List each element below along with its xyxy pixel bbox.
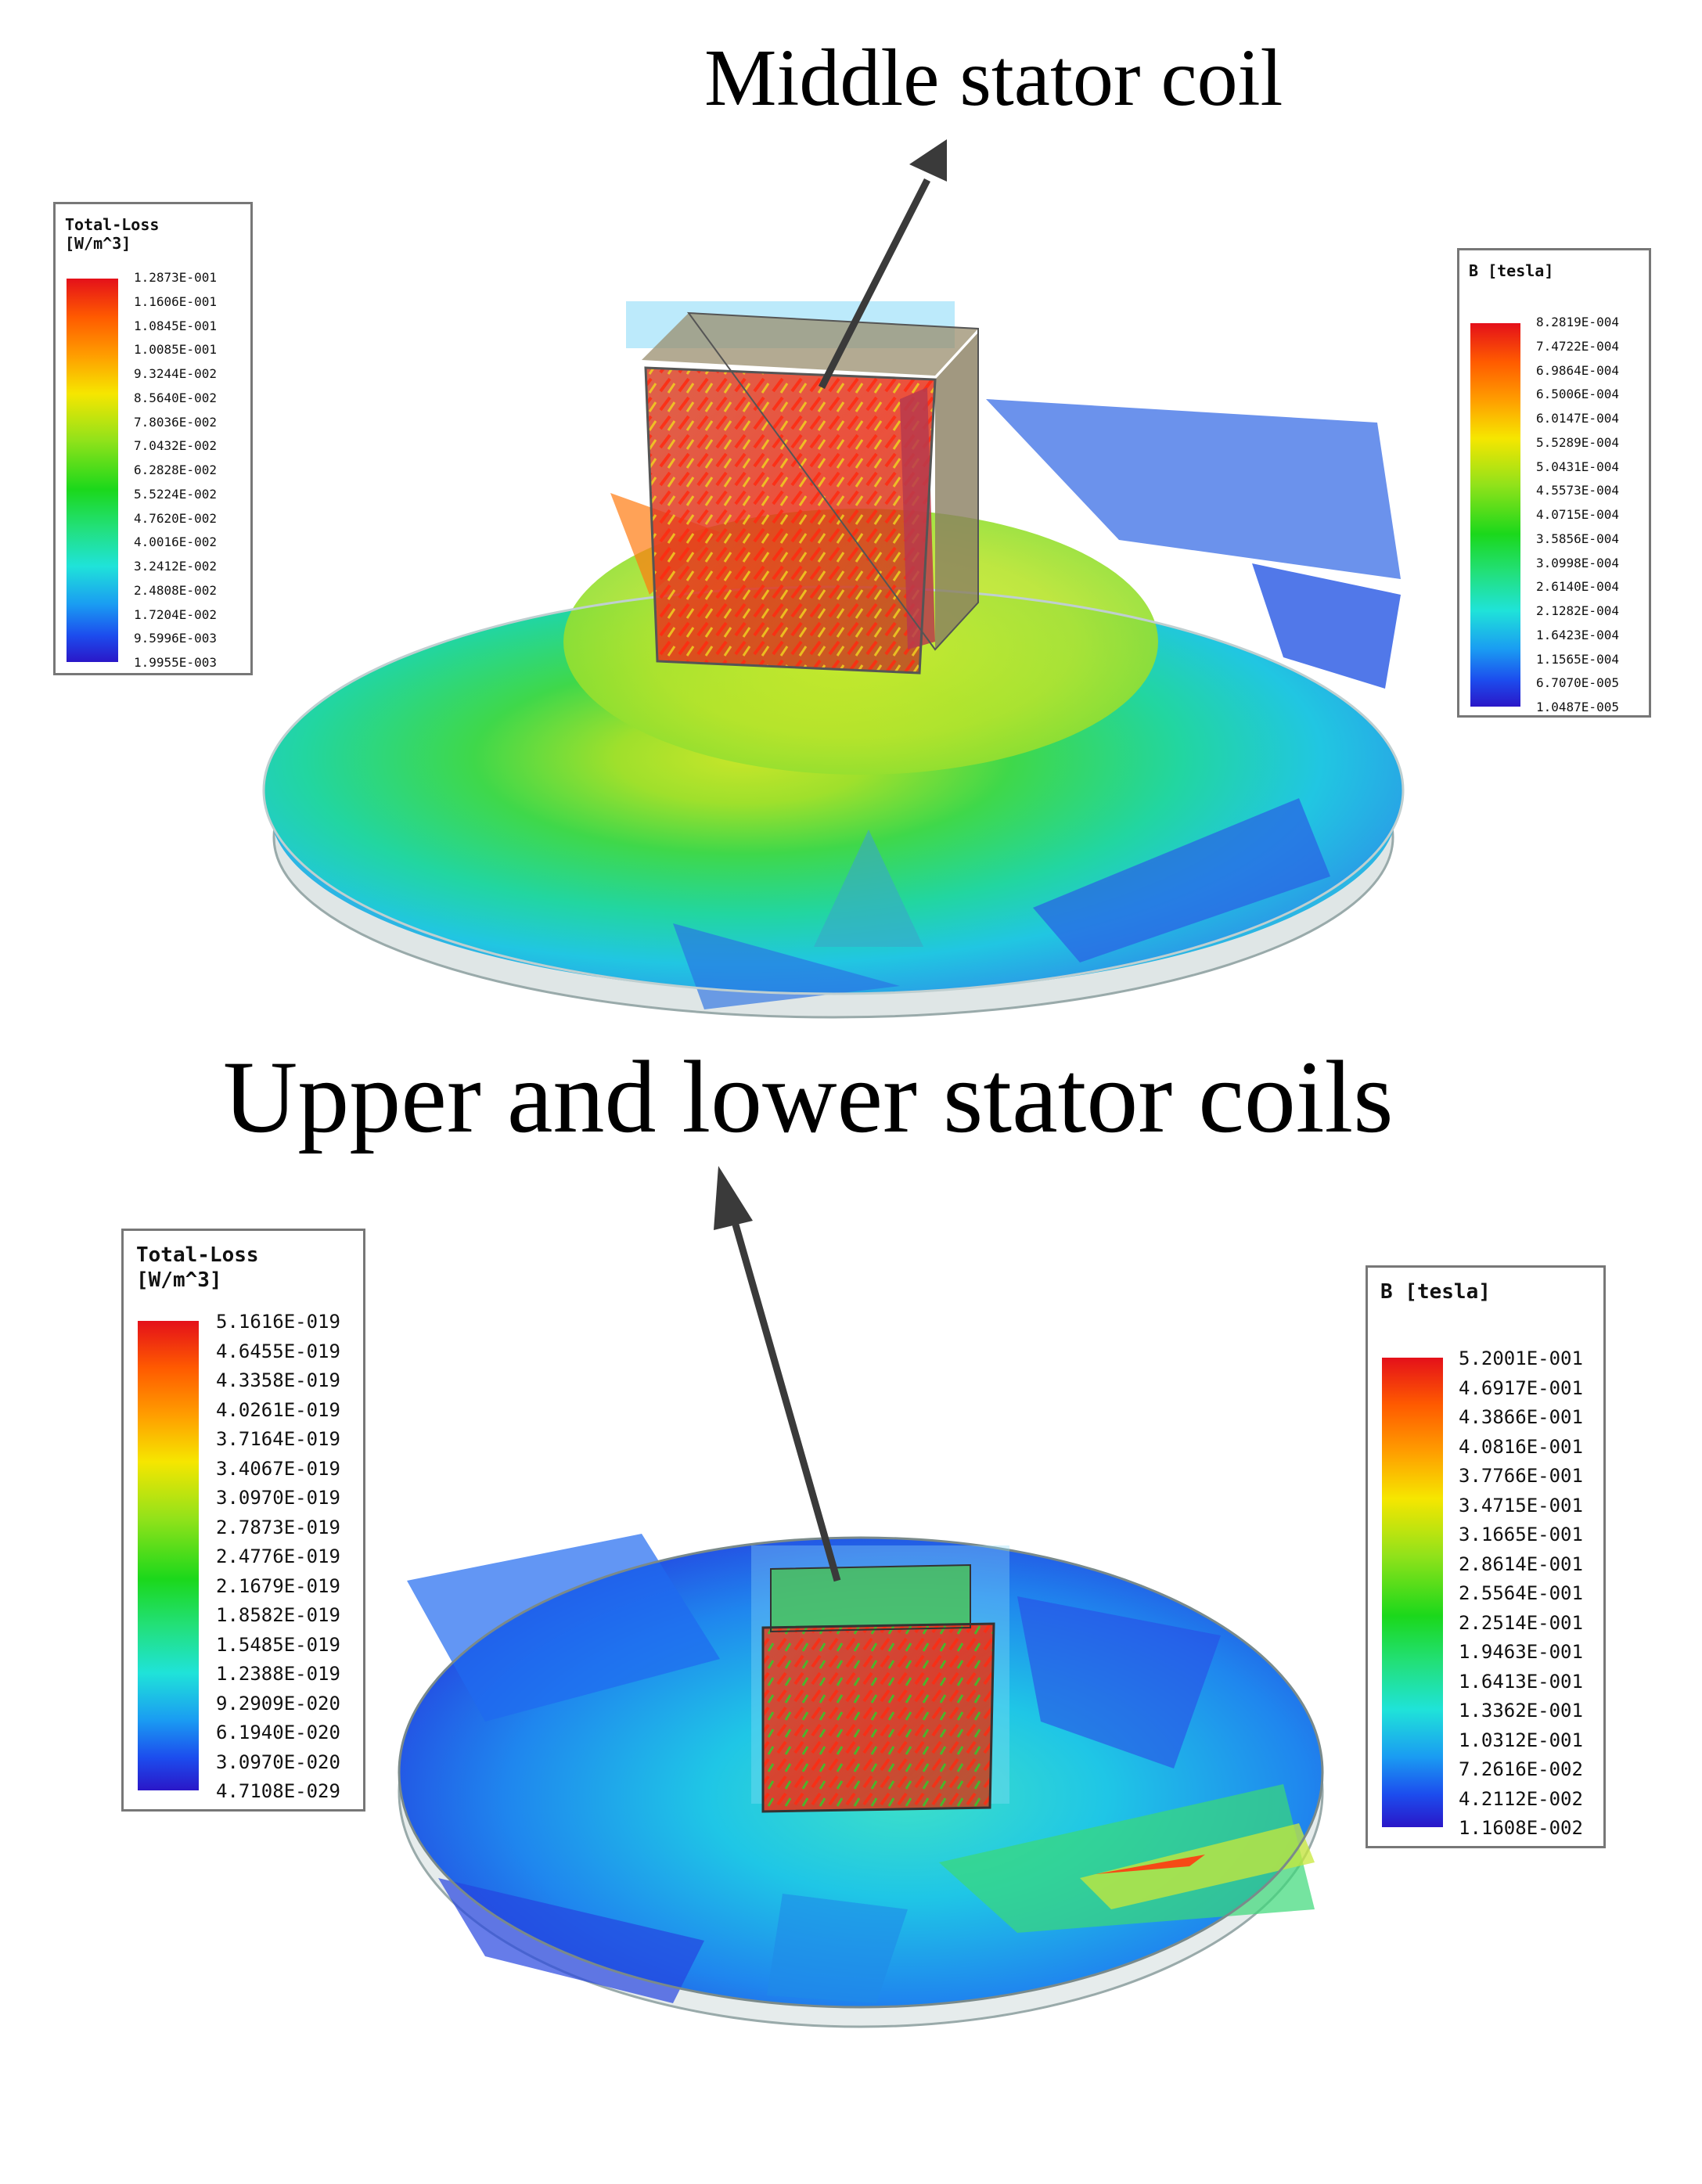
legend-tick-label: 6.7070E-005: [1536, 675, 1619, 691]
top-coil: [626, 301, 979, 675]
legend-tick-label: 3.4715E-001: [1459, 1494, 1583, 1517]
legend-tick-label: 5.5224E-002: [134, 486, 217, 502]
legend-tick-label: 2.1679E-019: [216, 1574, 340, 1597]
legend-tick-label: 1.1606E-001: [134, 293, 217, 309]
legend-title-line1: Total-Loss: [136, 1243, 259, 1267]
legend-tick-label: 3.7766E-001: [1459, 1465, 1583, 1487]
legend-tick-label: 1.2388E-019: [216, 1663, 340, 1685]
legend-top-b-field: B [tesla] 8.2819E-004 7.4722E-004 6.9864E-…: [1457, 248, 1651, 718]
legend-tick-label: 4.6917E-001: [1459, 1376, 1583, 1399]
legend-title-line2: [W/m^3]: [136, 1268, 222, 1292]
legend-tick-label: 4.5573E-004: [1536, 483, 1619, 498]
legend-tick-label: 8.2819E-004: [1536, 315, 1619, 329]
legend-tick-label: 6.5006E-004: [1536, 387, 1619, 402]
legend-tick-label: 4.6455E-019: [216, 1340, 340, 1362]
legend-tick-label: 4.2112E-002: [1459, 1787, 1583, 1810]
legend-tick-label: 1.3362E-001: [1459, 1700, 1583, 1722]
legend-tick-label: 6.9864E-004: [1536, 362, 1619, 378]
legend-title-line1: B [tesla]: [1469, 261, 1554, 280]
legend-tick-label: 1.0845E-001: [134, 318, 217, 333]
legend-tick-label: 4.0715E-004: [1536, 507, 1619, 522]
legend-tick-label: 1.1608E-002: [1459, 1817, 1583, 1839]
legend-color-bar: [1382, 1358, 1443, 1827]
legend-tick-label: 1.9955E-003: [134, 655, 217, 670]
legend-tick-label: 6.0147E-004: [1536, 411, 1619, 426]
legend-tick-label: 6.1940E-020: [216, 1722, 340, 1743]
legend-tick-label: 1.5485E-019: [216, 1633, 340, 1656]
legend-bottom-b-field: B [tesla] 5.2001E-001 4.6917E-001 4.3866E-…: [1366, 1265, 1606, 1848]
legend-tick-label: 1.0312E-001: [1459, 1729, 1583, 1751]
bottom-coil: [751, 1545, 1009, 1813]
legend-tick-label: 2.4808E-002: [134, 582, 217, 598]
legend-tick-label: 1.0085E-001: [134, 342, 217, 358]
legend-tick-label: 4.3358E-019: [216, 1369, 340, 1391]
legend-tick-label: 1.1565E-004: [1536, 651, 1619, 667]
legend-title-line1: B [tesla]: [1380, 1280, 1491, 1304]
legend-tick-label: 3.5856E-004: [1536, 531, 1619, 546]
legend-tick-label: 3.0998E-004: [1536, 555, 1619, 570]
top-disk: [262, 399, 1405, 1019]
legend-tick-label: 8.5640E-002: [134, 390, 217, 405]
legend-tick-label: 2.2514E-001: [1459, 1611, 1583, 1634]
legend-tick-label: 4.7620E-002: [134, 510, 217, 526]
legend-tick-label: 3.1665E-001: [1459, 1524, 1583, 1545]
legend-tick-label: 4.0816E-001: [1459, 1435, 1583, 1458]
legend-color-bar: [1470, 323, 1520, 707]
legend-tick-label: 1.7204E-002: [134, 606, 217, 622]
legend-tick-label: 9.3244E-002: [134, 366, 217, 381]
legend-tick-label: 1.8582E-019: [216, 1604, 340, 1626]
legend-tick-label: 2.6140E-004: [1536, 579, 1619, 595]
legend-tick-label: 1.0487E-005: [1536, 700, 1619, 714]
legend-tick-label: 1.2873E-001: [134, 270, 217, 285]
legend-tick-label: 4.0261E-019: [216, 1398, 340, 1421]
legend-tick-labels: 8.2819E-004 7.4722E-004 6.9864E-004 6.5006E…: [1536, 316, 1619, 714]
legend-tick-label: 3.7164E-019: [216, 1428, 340, 1450]
legend-tick-label: 7.0432E-002: [134, 438, 217, 454]
legend-tick-label: 2.7873E-019: [216, 1516, 340, 1538]
legend-tick-label: 5.2001E-001: [1459, 1347, 1583, 1369]
legend-title-line2: [W/m^3]: [65, 234, 131, 253]
legend-tick-label: 9.5996E-003: [134, 631, 217, 646]
legend-title-line1: Total-Loss: [65, 215, 160, 234]
legend-tick-label: 4.3866E-001: [1459, 1406, 1583, 1428]
caption-middle-stator-coil: Middle stator coil: [704, 33, 1283, 123]
legend-tick-label: 4.7108E-029: [216, 1780, 340, 1802]
legend-tick-label: 5.1616E-019: [216, 1311, 340, 1333]
legend-tick-labels: 1.2873E-001 1.1606E-001 1.0845E-001 1.0085E…: [134, 272, 217, 669]
legend-tick-label: 2.8614E-001: [1459, 1553, 1583, 1575]
legend-tick-label: 3.4067E-019: [216, 1457, 340, 1480]
legend-tick-label: 3.2412E-002: [134, 559, 217, 574]
legend-tick-label: 6.2828E-002: [134, 462, 217, 477]
legend-tick-label: 5.0431E-004: [1536, 459, 1619, 474]
legend-tick-label: 5.5289E-004: [1536, 434, 1619, 450]
caption-upper-lower-stator-coils: Upper and lower stator coils: [223, 1039, 1394, 1154]
legend-color-bar: [138, 1321, 199, 1790]
legend-tick-labels: 5.2001E-001 4.6917E-001 4.3866E-001 4.0816E…: [1459, 1349, 1583, 1837]
legend-bottom-total-loss: Total-Loss [W/m^3] 5.1616E-019 4.6455E-01…: [121, 1229, 365, 1812]
legend-tick-label: 7.4722E-004: [1536, 338, 1619, 354]
legend-tick-label: 1.6413E-001: [1459, 1670, 1583, 1693]
legend-tick-labels: 5.1616E-019 4.6455E-019 4.3358E-019 4.0261E…: [216, 1312, 340, 1801]
legend-tick-label: 7.2616E-002: [1459, 1758, 1583, 1780]
legend-color-bar: [67, 279, 118, 662]
legend-tick-label: 7.8036E-002: [134, 414, 217, 430]
legend-tick-label: 2.4776E-019: [216, 1545, 340, 1567]
legend-tick-label: 1.6423E-004: [1536, 627, 1619, 642]
legend-tick-label: 9.2909E-020: [216, 1692, 340, 1714]
legend-tick-label: 2.1282E-004: [1536, 603, 1619, 618]
legend-tick-label: 3.0970E-020: [216, 1750, 340, 1773]
arrow-middle-coil: [818, 139, 947, 390]
legend-tick-label: 4.0016E-002: [134, 534, 217, 550]
legend-tick-label: 2.5564E-001: [1459, 1582, 1583, 1604]
legend-top-total-loss: Total-Loss [W/m^3] 1.2873E-001 1.1606E-00…: [53, 202, 253, 675]
arrow-upper-lower-coils: [714, 1166, 841, 1582]
legend-tick-label: 3.0970E-019: [216, 1487, 340, 1509]
legend-tick-label: 1.9463E-001: [1459, 1641, 1583, 1663]
